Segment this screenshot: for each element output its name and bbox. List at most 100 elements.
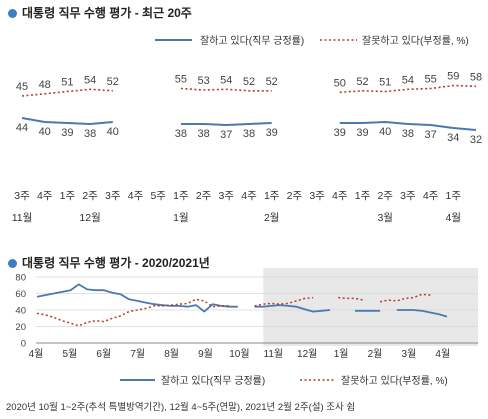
approve-data-label: 39: [356, 127, 368, 139]
week-tick-label: 2주: [287, 190, 303, 202]
legend-approve-label: 잘하고 있다(직무 긍정률): [161, 374, 265, 387]
month-tick-label: 1월: [334, 348, 349, 360]
approve-line-segment-2: [180, 122, 272, 126]
approve-data-label: 40: [379, 126, 391, 138]
disapprove-trend-line: [36, 298, 230, 327]
approve-data-label: 38: [84, 128, 96, 140]
month-tick-label: 7월: [130, 348, 145, 360]
y-tick-label: 0: [21, 339, 26, 350]
disapprove-trend-line: [254, 296, 314, 307]
month-tick-label: 3월: [377, 212, 393, 224]
month-tick-label: 1월: [173, 212, 189, 224]
bullet-icon: [8, 9, 17, 18]
disapprove-data-label: 52: [243, 76, 255, 88]
approve-data-label: 40: [39, 126, 51, 138]
week-tick-label: 5주: [150, 190, 166, 202]
approve-data-label: 34: [447, 132, 459, 144]
approve-data-label: 44: [16, 122, 28, 134]
approve-data-label: 40: [107, 126, 119, 138]
legend-approve-label: 잘하고 있다(직무 긍정률): [200, 34, 304, 47]
week-tick-label: 1주: [173, 190, 189, 202]
week-tick-label: 4주: [37, 190, 53, 202]
week-tick-label: 4주: [423, 190, 439, 202]
disapprove-data-label: 54: [220, 74, 232, 86]
y-tick-label: 40: [15, 306, 26, 317]
approve-data-label: 38: [175, 128, 187, 140]
approve-trend-line: [396, 309, 448, 318]
week-tick-label: 3주: [105, 190, 121, 202]
approve-data-label: 37: [220, 129, 232, 141]
approve-trend-line: [36, 283, 238, 313]
month-tick-label: 2월: [368, 348, 383, 360]
month-tick-label: 8월: [164, 348, 179, 360]
disapprove-data-label: 53: [197, 75, 209, 87]
week-tick-label: 4주: [241, 190, 257, 202]
disapprove-data-label: 48: [39, 79, 51, 91]
approve-data-label: 39: [334, 127, 346, 139]
approve-trend-line: [254, 304, 330, 313]
month-tick-label: 11월: [264, 348, 284, 360]
chart2-title: 대통령 직무 수행 평가 - 2020/2021년: [8, 254, 210, 271]
week-tick-label: 3주: [219, 190, 235, 202]
approve-data-label: 32: [470, 134, 482, 146]
approve-line-segment-1: [21, 117, 113, 125]
week-tick-label: 1주: [355, 190, 371, 202]
month-tick-label: 2월: [264, 212, 280, 224]
disapprove-data-label: 52: [266, 76, 278, 88]
month-tick-label: 3월: [402, 348, 417, 360]
disapprove-data-label: 59: [447, 71, 459, 83]
approve-data-label: 37: [424, 129, 436, 141]
month-tick-label: 4월: [29, 348, 44, 360]
week-tick-label: 3주: [400, 190, 416, 202]
week-tick-label: 4주: [128, 190, 144, 202]
month-tick-label: 11월: [12, 212, 33, 224]
disapprove-line-segment-1: [21, 88, 113, 97]
week-tick-label: 2주: [82, 190, 98, 202]
disapprove-data-label: 50: [334, 77, 346, 89]
disapprove-line-segment-3: [339, 84, 477, 94]
approve-data-label: 38: [197, 128, 209, 140]
disapprove-data-label: 54: [402, 74, 414, 86]
y-tick-label: 60: [15, 289, 26, 300]
disapprove-data-label: 52: [107, 76, 119, 88]
month-tick-label: 5월: [63, 348, 78, 360]
week-tick-label: 3주: [14, 190, 30, 202]
bullet-icon: [8, 259, 17, 268]
disapprove-data-label: 45: [16, 81, 28, 93]
disapprove-data-label: 51: [379, 77, 391, 89]
week-tick-label: 1주: [264, 190, 280, 202]
week-tick-label: 4주: [332, 190, 348, 202]
disapprove-data-label: 55: [424, 74, 436, 86]
month-tick-label: 6월: [96, 348, 111, 360]
disapprove-data-label: 55: [175, 74, 187, 86]
month-tick-label: 4월: [435, 348, 450, 360]
month-tick-label: 12월: [297, 348, 317, 360]
approve-line-segment-3: [339, 121, 477, 131]
month-tick-label: 4월: [446, 212, 462, 224]
approve-data-label: 38: [243, 128, 255, 140]
chart1-recent-20-weeks: 잘하고 있다(직무 긍정률) 잘못하고 있다(부정률, %) 44 40 39 38 40 4…: [12, 34, 482, 224]
chart1-title: 대통령 직무 수행 평가 - 최근 20주: [8, 4, 192, 21]
disapprove-data-label: 52: [356, 76, 368, 88]
chart2-title-text: 대통령 직무 수행 평가 - 2020/2021년: [22, 256, 210, 270]
week-tick-label: 1주: [446, 190, 462, 202]
week-tick-label: 2주: [377, 190, 393, 202]
footnote: 2020년 10월 1~2주(추석 특별방역기간), 12월 4~5주(연말),…: [6, 402, 356, 413]
approve-data-label: 38: [402, 128, 414, 140]
y-tick-label: 80: [15, 273, 26, 284]
legend-disapprove-label: 잘못하고 있다(부정률, %): [341, 374, 448, 387]
month-tick-label: 9월: [198, 348, 213, 360]
disapprove-data-label: 51: [61, 77, 73, 89]
disapprove-data-label: 54: [84, 74, 96, 86]
week-tick-label: 2주: [196, 190, 212, 202]
legend-disapprove-label: 잘못하고 있다(부정률, %): [362, 34, 469, 47]
week-tick-label: 1주: [60, 190, 76, 202]
approve-data-label: 39: [61, 127, 73, 139]
chart1-title-text: 대통령 직무 수행 평가 - 최근 20주: [22, 6, 192, 20]
y-tick-label: 20: [15, 322, 26, 333]
week-tick-label: 3주: [309, 190, 325, 202]
approve-data-label: 39: [266, 127, 278, 139]
disapprove-data-label: 58: [470, 71, 482, 83]
disapprove-line-segment-2: [180, 87, 272, 92]
